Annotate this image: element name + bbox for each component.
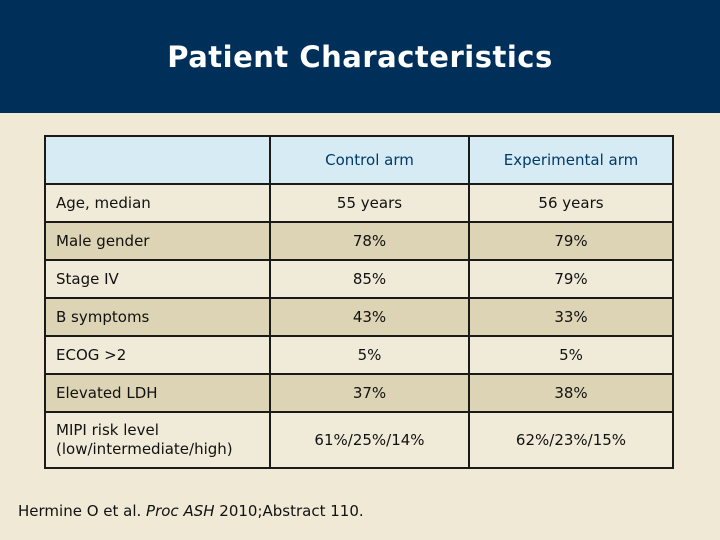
table-row: B symptoms 43% 33% [44, 297, 674, 337]
experimental-value: 56 years [468, 183, 674, 223]
control-value: 43% [269, 297, 470, 337]
header-cell-experimental-arm: Experimental arm [468, 135, 674, 185]
experimental-value: 33% [468, 297, 674, 337]
header-cell-control-arm: Control arm [269, 135, 470, 185]
page-title: Patient Characteristics [167, 39, 553, 74]
table-row: Age, median 55 years 56 years [44, 183, 674, 223]
experimental-value: 79% [468, 221, 674, 261]
control-value: 78% [269, 221, 470, 261]
header-cell-empty [44, 135, 271, 185]
table-row: MIPI risk level (low/intermediate/high) … [44, 411, 674, 469]
citation: Hermine O et al. Proc ASH 2010;Abstract … [18, 502, 364, 520]
row-label: Male gender [44, 221, 271, 261]
experimental-value: 79% [468, 259, 674, 299]
citation-authors: Hermine O et al. [18, 502, 147, 520]
citation-journal: Proc ASH [146, 502, 215, 520]
table-row: ECOG >2 5% 5% [44, 335, 674, 375]
table-row: Male gender 78% 79% [44, 221, 674, 261]
control-value: 85% [269, 259, 470, 299]
experimental-value: 38% [468, 373, 674, 413]
title-band: Patient Characteristics [0, 0, 720, 113]
row-label: MIPI risk level (low/intermediate/high) [44, 411, 271, 469]
control-value: 5% [269, 335, 470, 375]
control-value: 37% [269, 373, 470, 413]
row-label: ECOG >2 [44, 335, 271, 375]
row-label: Elevated LDH [44, 373, 271, 413]
table-header-row: Control arm Experimental arm [44, 135, 674, 185]
patient-characteristics-table: Control arm Experimental arm Age, median… [44, 135, 674, 469]
row-label: Age, median [44, 183, 271, 223]
control-value: 55 years [269, 183, 470, 223]
row-label: B symptoms [44, 297, 271, 337]
citation-reference: 2010;Abstract 110. [214, 502, 364, 520]
table-row: Elevated LDH 37% 38% [44, 373, 674, 413]
experimental-value: 62%/23%/15% [468, 411, 674, 469]
row-label: Stage IV [44, 259, 271, 299]
table-row: Stage IV 85% 79% [44, 259, 674, 299]
experimental-value: 5% [468, 335, 674, 375]
control-value: 61%/25%/14% [269, 411, 470, 469]
